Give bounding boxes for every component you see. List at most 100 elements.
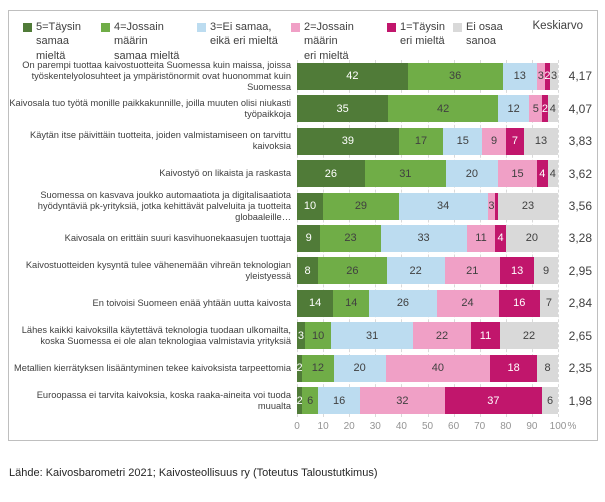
legend-swatch-icon [387,23,396,32]
legend-item-label: 1=Täysin eri mieltä [400,21,445,48]
bar-segment: 13 [499,257,535,285]
legend-item-2: 4=Jossain määrin samaa mieltä [101,20,197,63]
bar-segment: 22 [386,257,445,285]
x-axis-tick: 10 [317,421,329,432]
bar-segment: 33 [380,224,467,252]
x-axis: 0 10 20 30 40 50 60 70 80 90 100% [9,417,597,437]
axis-spacer [9,417,297,437]
bar-segment: 4 [547,160,558,188]
stacked-bar: 35 42 12 5 2 4 [297,95,558,123]
x-axis-tick: 40 [395,421,407,432]
bar-segment: 26 [318,257,387,285]
row-category-label: Kaivosala tuo työtä monille paikkakunnil… [9,97,291,119]
bar-segment: 40 [385,354,491,382]
bar-segment: 3 [487,192,496,220]
legend-item-5: 1=Täysin eri mieltä [387,20,453,49]
legend-swatch-icon [291,23,300,32]
chart-row: Kaivosala tuo työtä monille paikkakunnil… [9,92,597,124]
row-category-label: En toivoisi Suomeen enää yhtään uutta ka… [92,297,291,308]
row-mean-value: 3,62 [568,166,592,181]
bar-segment: 17 [398,127,444,155]
row-category-label: Euroopassa ei tarvita kaivoksia, koska r… [36,389,291,411]
bar-segment: 32 [360,387,445,415]
bar-segment: 6 [542,387,558,415]
legend-swatch-icon [23,23,32,32]
row-mean-value: 4,17 [568,69,592,84]
bar-segment: 8 [537,354,558,382]
legend-item-3: 3=Ei samaa, eikä eri mieltä [197,20,291,49]
chart-row: Kaivosala on erittäin suuri kasvihuoneka… [9,222,597,254]
bar-segment: 34 [398,192,488,220]
bar-segment: 11 [466,224,496,252]
gridline [558,60,559,417]
row-category-label: Kaivostuotteiden kysyntä tulee vähenemää… [25,259,291,281]
row-mean-value: 4,07 [568,101,592,116]
chart-row: On parempi tuottaa kaivostuotteita Suome… [9,60,597,92]
bar-segment: 6 [302,387,319,415]
x-axis-tick: 100 [549,421,567,432]
bar-segment: 3 [550,62,558,90]
bar-segment: 14 [297,289,334,317]
bar-segment: 20 [333,354,386,382]
row-category-label: Lähes kaikki kaivoksilla käytettävä tekn… [21,324,291,346]
bar-segment: 7 [505,127,525,155]
bar-segment: 39 [297,127,399,155]
chart-row: Metallien kierrätyksen lisääntyminen tek… [9,352,597,384]
row-mean-value: 3,83 [568,134,592,149]
row-category-label: Kaivostyö on likaista ja raskasta [159,168,291,179]
bar-segment: 2 [542,95,548,123]
chart-row: Kaivostyö on likaista ja raskasta 26 31 20 1… [9,157,597,189]
bar-segment: 8 [297,257,319,285]
bar-segment: 7 [539,289,558,317]
bar-segment: 3 [297,322,305,350]
bar-segment: 18 [490,354,538,382]
chart-row: Euroopassa ei tarvita kaivoksia, koska r… [9,384,597,416]
bar-segment: 31 [364,160,446,188]
bar-segment: 29 [323,192,399,220]
x-axis-ticks: 0 10 20 30 40 50 60 70 80 90 100% [294,417,576,437]
bar-segment: 9 [482,127,506,155]
stacked-bar: 2 12 20 40 18 8 [297,354,558,382]
bar-segment: 2 [297,387,303,415]
bar-segment: 15 [443,127,483,155]
bar-segment: 15 [497,160,538,188]
chart-plot-area: On parempi tuottaa kaivostuotteita Suome… [9,60,597,417]
bar-segment: 2 [297,354,303,382]
bar-segment: 42 [297,62,408,90]
row-mean-value: 2,35 [568,361,592,376]
x-axis-tick: 0 [294,421,300,432]
bar-segment: 9 [534,257,558,285]
legend-item-6: Ei osaa sanoa [453,20,509,49]
bar-segment: 31 [331,322,413,350]
bar-segment: 10 [304,322,332,350]
bar-segment: 4 [547,95,558,123]
bar-segment: 23 [320,224,381,252]
bar-segment: 26 [297,160,365,188]
bar-segment [495,192,498,220]
row-mean-value: 1,98 [568,393,592,408]
bar-segment: 9 [297,224,321,252]
bar-segment: 3 [536,62,545,90]
bar-segment: 13 [524,127,558,155]
row-mean-value: 3,28 [568,231,592,246]
stacked-bar: 14 14 26 24 16 7 [297,289,558,317]
bar-segment: 2 [544,62,551,90]
x-axis-tick: 30 [369,421,381,432]
legend-item-label: 2=Jossain määrin eri mieltä [304,21,354,62]
bar-segment: 12 [302,354,334,382]
bar-segment: 4 [495,224,506,252]
bar-segment: 5 [529,95,543,123]
stacked-bar: 10 29 34 3 23 [297,192,558,220]
bar-segment: 37 [444,387,543,415]
legend-item-1: 5=Täysin samaa mieltä [23,20,101,63]
chart-row: Lähes kaikki kaivoksilla käytettävä tekn… [9,320,597,352]
x-axis-tick: 20 [343,421,355,432]
legend-item-4: 2=Jossain määrin eri mieltä [291,20,387,63]
bar-segment: 21 [444,257,500,285]
stacked-bar: 8 26 22 21 13 9 [297,257,558,285]
row-mean-value: 2,65 [568,328,592,343]
stacked-bar: 39 17 15 9 7 13 [297,127,558,155]
bar-segment: 36 [407,62,503,90]
legend-item-label: 3=Ei samaa, eikä eri mieltä [210,21,278,48]
bar-segment: 4 [537,160,548,188]
